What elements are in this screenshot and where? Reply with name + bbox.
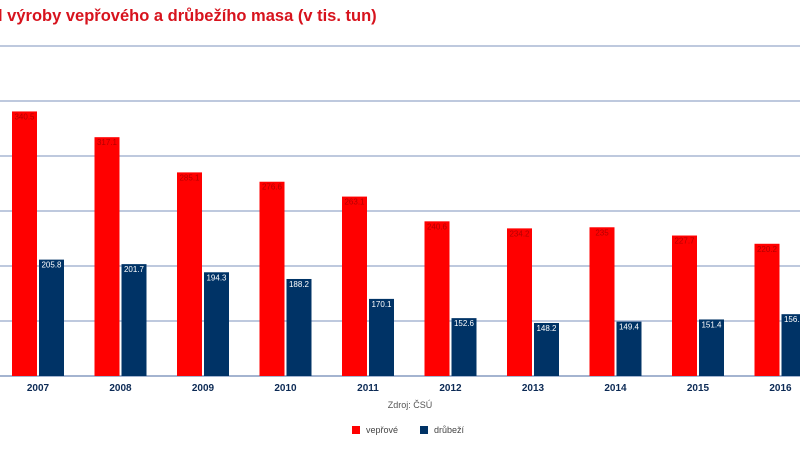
data-label: 317.1: [97, 138, 118, 147]
legend-item-drubezi[interactable]: drůbeží: [420, 425, 464, 435]
x-tick-label: 2015: [687, 383, 710, 394]
x-tick-label: 2009: [192, 383, 215, 394]
bar-drubezi[interactable]: [616, 321, 642, 376]
data-label: 240.6: [427, 222, 448, 231]
x-tick-label: 2008: [109, 383, 132, 394]
bar-veprove[interactable]: [94, 137, 120, 376]
data-label: 276.6: [262, 183, 283, 192]
bar-veprove[interactable]: [424, 221, 450, 376]
data-label: 149.4: [619, 323, 640, 332]
legend-swatch-veprove: [352, 426, 360, 434]
chart-title: l výroby vepřového a drůbežího masa (v t…: [0, 7, 377, 25]
legend-label-drubezi: drůbeží: [434, 425, 465, 435]
data-label: 151.4: [701, 320, 722, 329]
data-label: 220.2: [757, 245, 778, 254]
data-label: 234.2: [509, 229, 530, 238]
data-label: 152.6: [454, 319, 475, 328]
bar-drubezi[interactable]: [286, 278, 312, 376]
x-tick-label: 2016: [769, 383, 792, 394]
bar-drubezi[interactable]: [204, 272, 229, 376]
x-tick-label: 2013: [522, 383, 545, 394]
legend-swatch-drubezi: [420, 426, 429, 434]
data-label: 340.5: [14, 112, 35, 121]
bar-drubezi[interactable]: [534, 322, 559, 376]
x-tick-label: 2010: [274, 383, 297, 394]
bar-veprove[interactable]: [259, 181, 285, 376]
x-tick-label: 2011: [357, 383, 379, 394]
data-label: 156.2: [784, 315, 800, 324]
bar-veprove[interactable]: [12, 111, 37, 376]
bar-drubezi[interactable]: [699, 319, 724, 376]
bar-drubezi[interactable]: [121, 264, 147, 376]
data-label: 205.8: [41, 261, 62, 270]
data-label: 148.2: [536, 324, 557, 333]
bar-drubezi[interactable]: [369, 298, 394, 376]
bar-veprove[interactable]: [589, 227, 615, 376]
legend-label-veprove: vepřové: [366, 425, 399, 435]
x-tick-label: 2014: [604, 383, 627, 394]
source-note: Zdroj: ČSÚ: [387, 400, 433, 410]
data-label: 227.7: [674, 237, 695, 246]
bar-veprove[interactable]: [754, 243, 780, 376]
legend: vepřové drůbeží: [352, 425, 486, 435]
data-label: 201.7: [124, 265, 145, 274]
data-label: 170.1: [371, 300, 392, 309]
bar-drubezi[interactable]: [451, 318, 477, 376]
bar-veprove[interactable]: [177, 172, 202, 376]
x-tick-label: 2007: [27, 383, 50, 394]
data-label: 188.2: [289, 280, 310, 289]
data-label: 194.3: [206, 273, 227, 282]
bar-drubezi[interactable]: [39, 259, 64, 376]
bar-veprove[interactable]: [342, 196, 367, 376]
bar-veprove[interactable]: [672, 235, 697, 376]
data-label: 285.1: [179, 173, 200, 182]
chart-plot: 340.5 205.8 2007 317.1 201.7 2008 285.1 194.3 20…: [0, 45, 800, 394]
data-label: 263.1: [344, 198, 365, 207]
bar-veprove[interactable]: [507, 228, 532, 376]
bar-drubezi[interactable]: [781, 314, 800, 376]
x-tick-label: 2012: [439, 383, 462, 394]
legend-item-veprove[interactable]: vepřové: [352, 425, 398, 435]
data-label: 235: [595, 228, 609, 237]
